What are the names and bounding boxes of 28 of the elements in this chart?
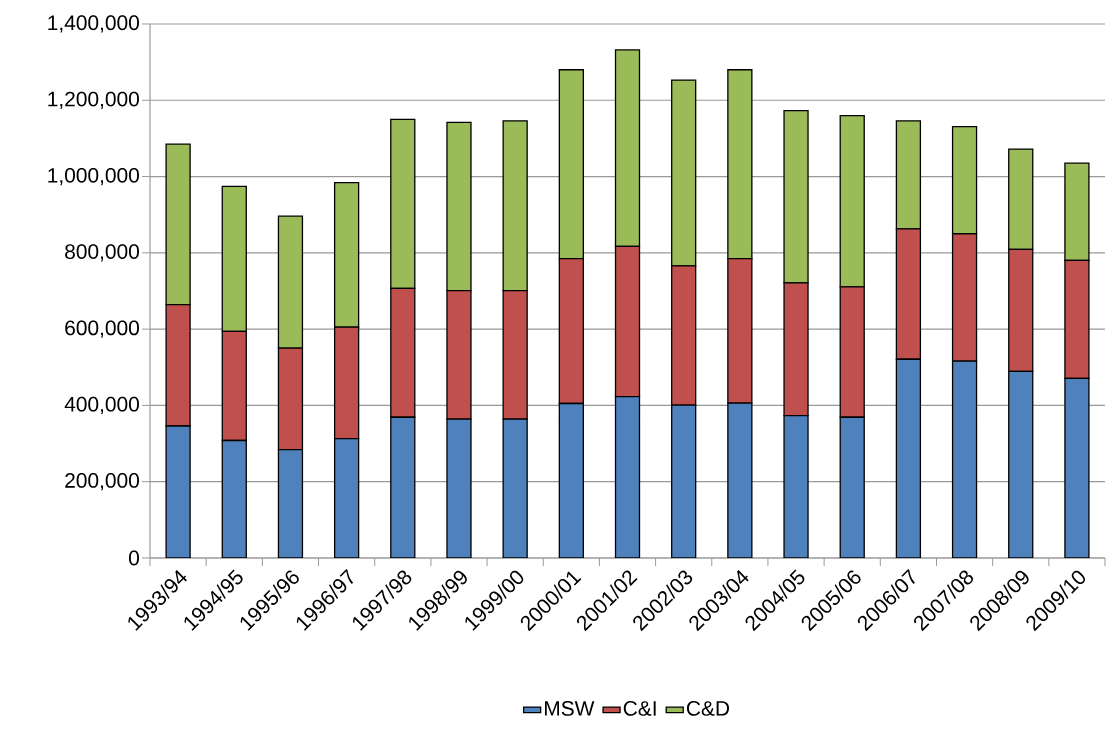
legend-label: MSW xyxy=(545,701,595,716)
legend-label: C&I xyxy=(623,701,656,716)
y-tick-label: 0 xyxy=(128,550,139,566)
bar xyxy=(614,395,641,558)
bar xyxy=(1064,377,1090,558)
y-tick-label: 1,200,000 xyxy=(48,91,139,109)
y-tick-label: 800,000 xyxy=(65,244,139,262)
bar xyxy=(783,415,809,558)
bar xyxy=(895,358,922,558)
y-tick-label: 600,000 xyxy=(65,320,139,338)
bar xyxy=(502,418,528,558)
y-tick-label: 200,000 xyxy=(65,473,139,491)
bar xyxy=(951,360,978,558)
y-tick-label: 400,000 xyxy=(64,396,139,415)
bar xyxy=(446,418,472,558)
legend-label: C&D xyxy=(686,701,730,716)
y-tick-label: 1,400,000 xyxy=(48,15,139,33)
y-tick-label: 1,000,000 xyxy=(48,167,139,186)
bar xyxy=(727,402,753,558)
bar xyxy=(390,416,416,558)
bar xyxy=(333,437,360,558)
bar xyxy=(277,449,304,558)
bar xyxy=(221,439,247,558)
bar xyxy=(1008,370,1034,558)
bar xyxy=(558,402,584,558)
bar xyxy=(165,425,191,558)
bar xyxy=(839,416,865,558)
bar xyxy=(671,404,697,558)
